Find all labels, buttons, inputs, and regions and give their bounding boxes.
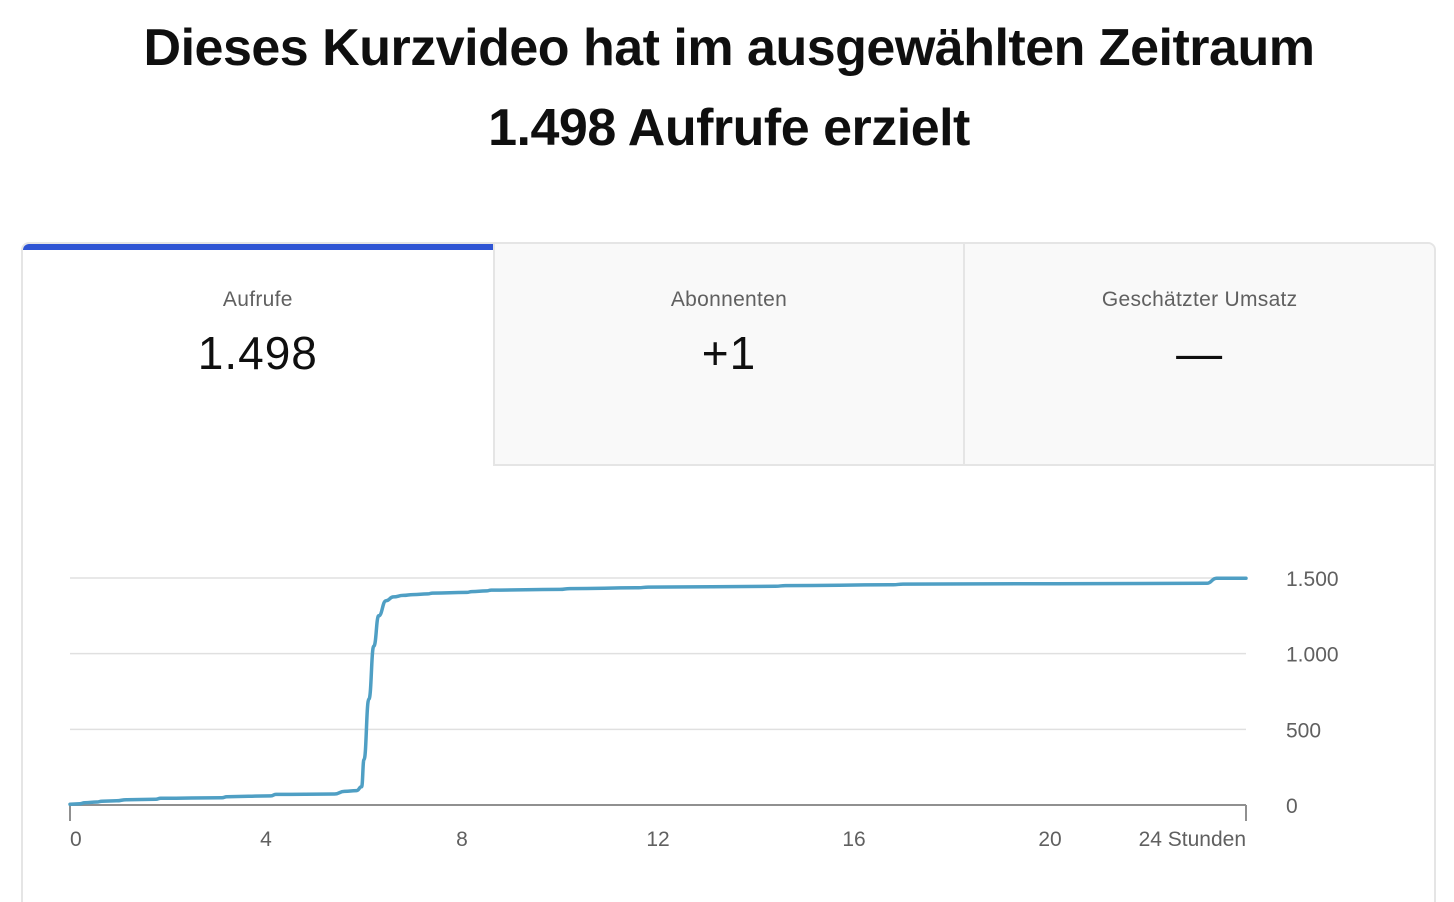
y-tick-label: 500: [1286, 719, 1321, 742]
tab-estimated-revenue[interactable]: Geschätzter Umsatz —: [963, 244, 1434, 466]
x-tick-label: 12: [646, 828, 669, 851]
tab-subscribers-label: Abonnenten: [670, 288, 788, 311]
tab-views[interactable]: Aufrufe 1.498: [23, 244, 493, 466]
metric-tabs: Aufrufe 1.498 Abonnenten +1 Geschätzter …: [23, 244, 1434, 466]
analytics-card: Aufrufe 1.498 Abonnenten +1 Geschätzter …: [21, 242, 1436, 902]
x-axis-unit-label: 24 Stunden: [1139, 828, 1246, 851]
x-tick-label: 20: [1038, 828, 1061, 851]
chart-gridlines: [70, 577, 1246, 731]
x-tick-label: 4: [260, 828, 272, 851]
series-line-views: [68, 576, 1248, 806]
tab-views-value: 1.498: [197, 327, 318, 379]
y-tick-label: 0: [1286, 795, 1298, 818]
chart-series: [68, 576, 1248, 806]
selected-tab-indicator: [23, 244, 493, 250]
tab-views-label: Aufrufe: [222, 288, 293, 311]
chart-axes: [69, 804, 1247, 821]
page-title: Dieses Kurzvideo hat im ausgewählten Zei…: [0, 8, 1454, 168]
tab-subscribers-value: +1: [701, 327, 757, 379]
headline-line-2: 1.498 Aufrufe erzielt: [488, 99, 970, 157]
tab-subscribers[interactable]: Abonnenten +1: [492, 244, 964, 466]
x-tick-label: 0: [70, 828, 82, 851]
x-tick-label: 8: [456, 828, 468, 851]
chart-tick-labels: 0 500 1.000 1.500 0 4 8 12 16 20 24 Stunden: [70, 568, 1339, 851]
y-tick-label: 1.000: [1286, 644, 1339, 667]
tab-revenue-label: Geschätzter Umsatz: [1101, 288, 1298, 311]
tab-revenue-value: —: [1176, 327, 1224, 379]
x-tick-label: 16: [842, 828, 865, 851]
headline-line-1: Dieses Kurzvideo hat im ausgewählten Zei…: [143, 19, 1315, 77]
y-tick-label: 1.500: [1286, 568, 1339, 591]
